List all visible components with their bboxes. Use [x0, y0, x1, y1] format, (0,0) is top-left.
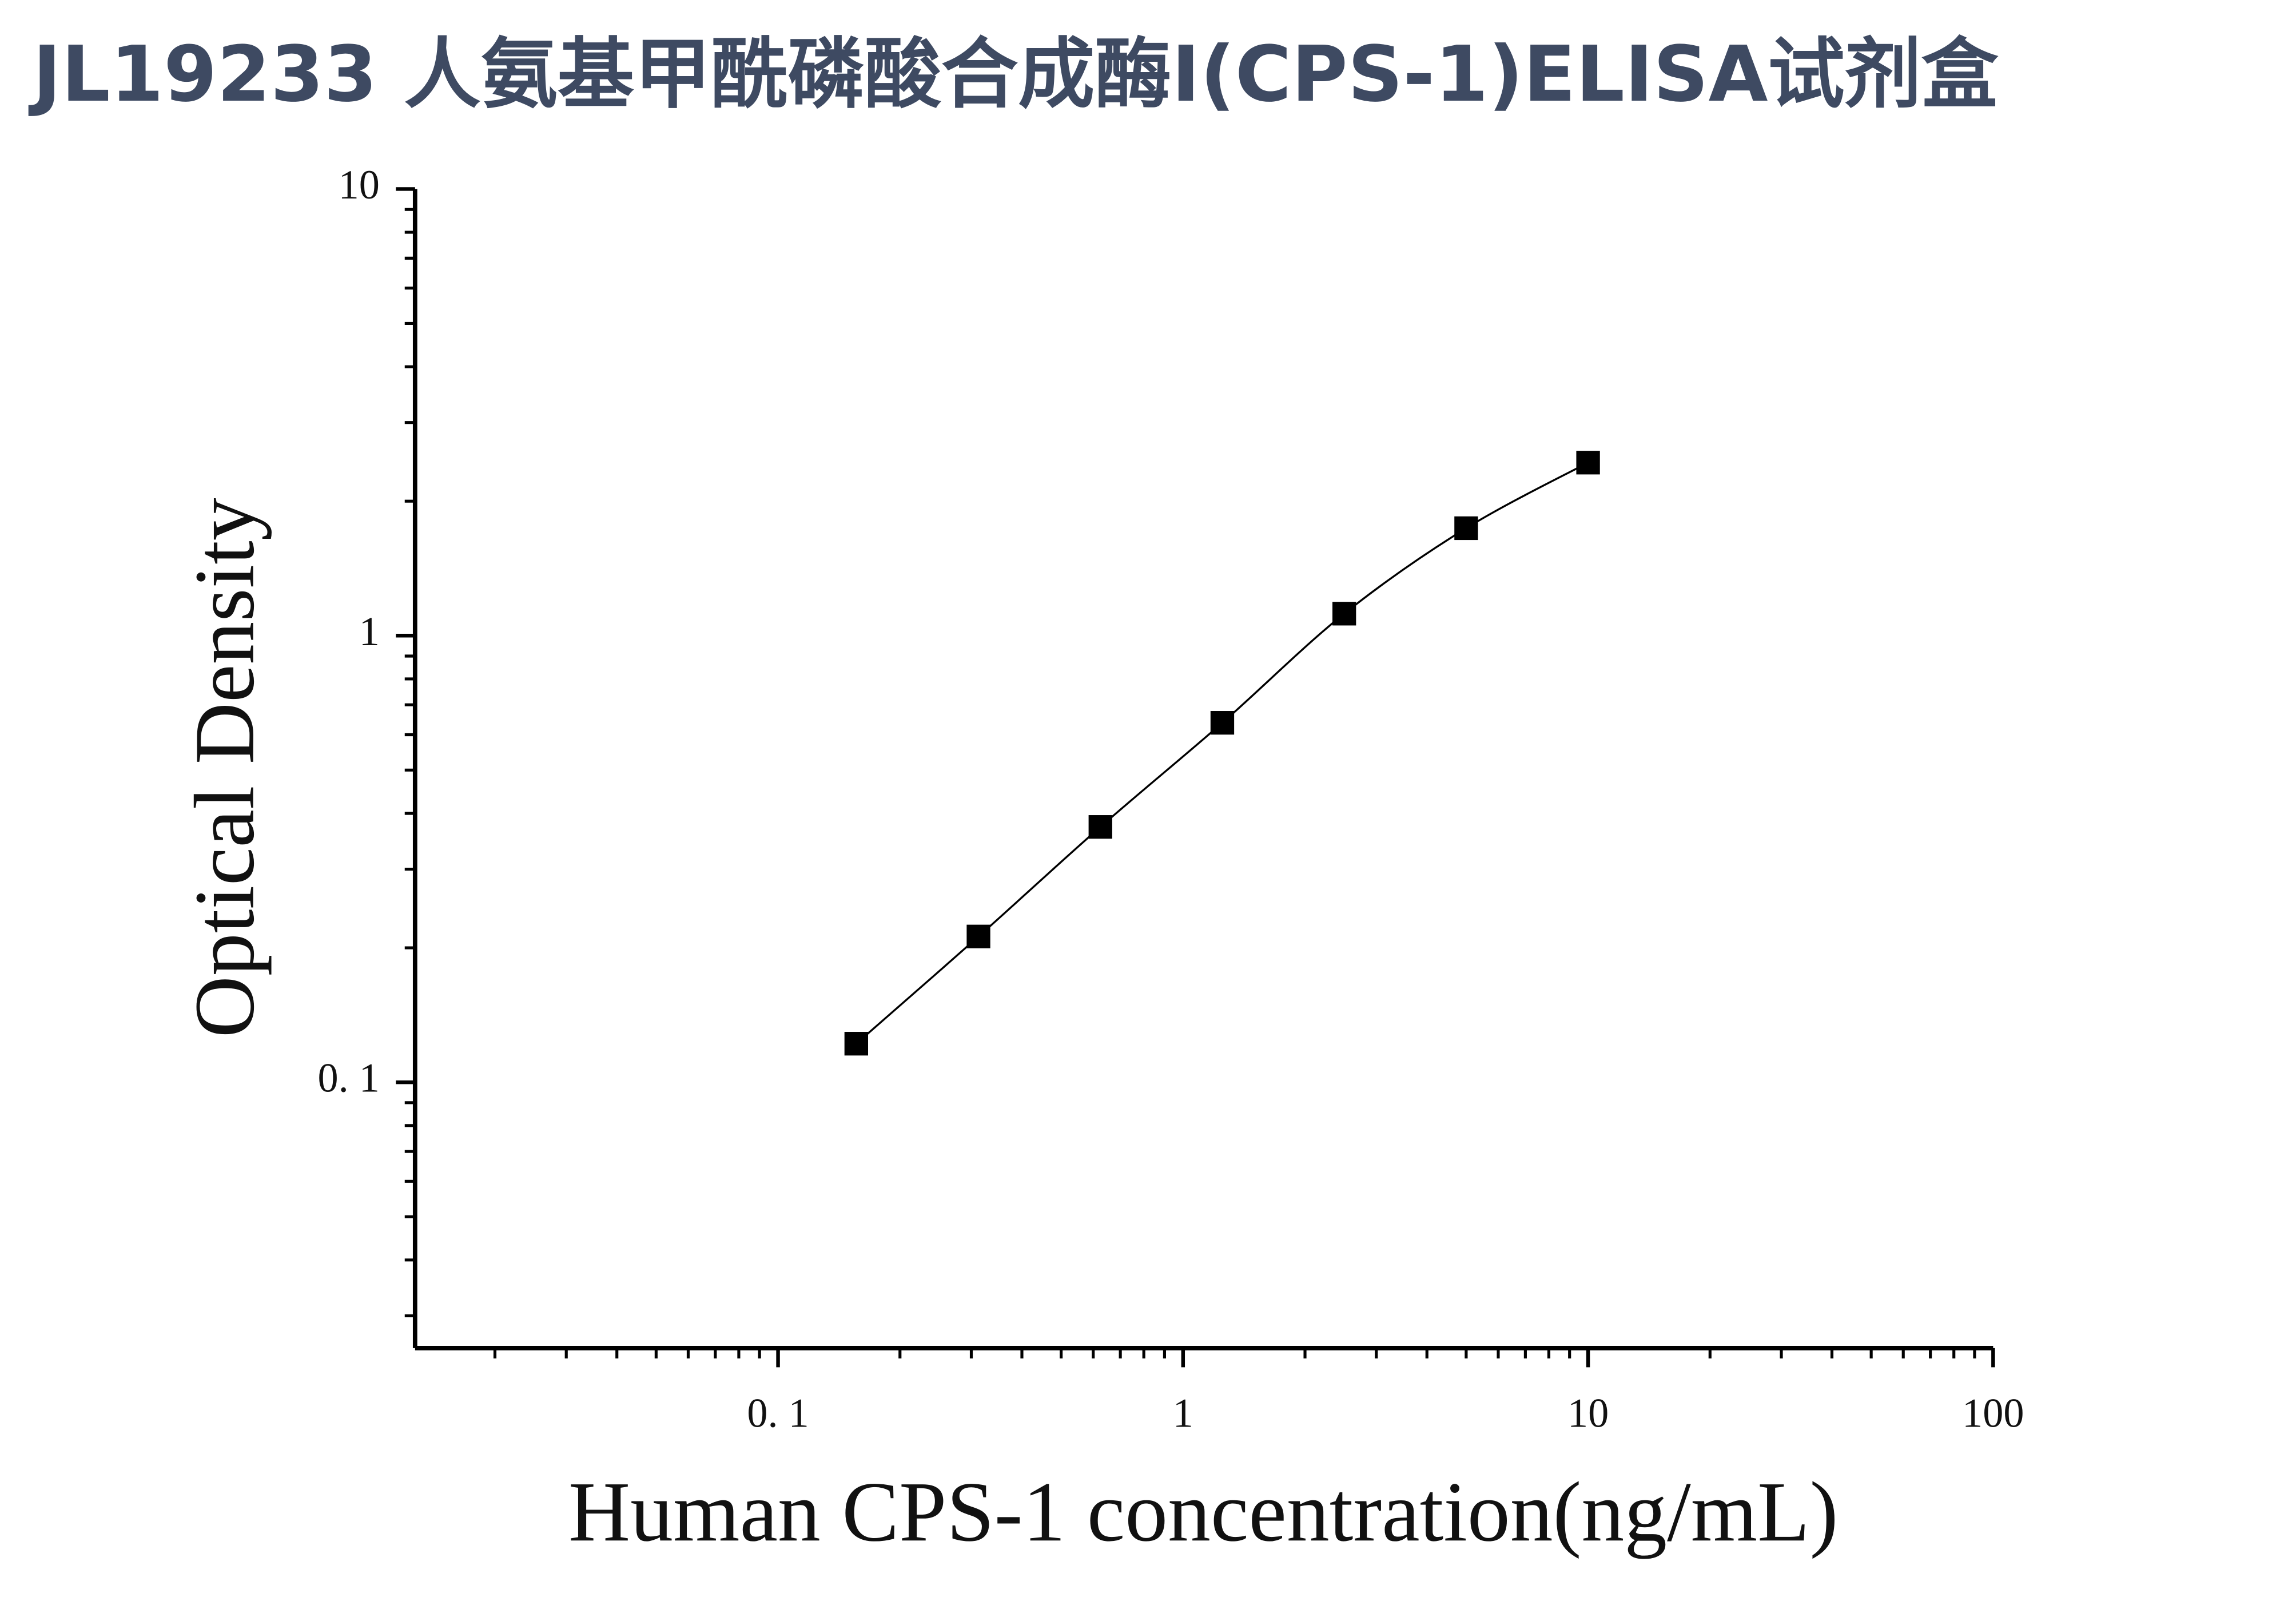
y-tick-label: 0. 1: [317, 1055, 379, 1101]
data-point: [1576, 451, 1600, 475]
x-tick-label: 0. 1: [747, 1391, 809, 1436]
chart-title: JL19233 人氨基甲酰磷酸合成酶I(CPS-1)ELISA试剂盒: [28, 29, 1999, 119]
x-tick-label: 100: [1962, 1391, 2024, 1436]
data-point: [1454, 516, 1478, 541]
data-point: [1088, 815, 1112, 839]
x-tick-label: 1: [1173, 1391, 1193, 1436]
y-axis-label: Optical Density: [178, 498, 272, 1038]
y-tick-label: 10: [339, 162, 380, 208]
data-point: [1210, 711, 1235, 735]
x-axis-label: Human CPS-1 concentration(ng/mL): [568, 1465, 1838, 1559]
x-tick-label: 10: [1567, 1391, 1609, 1436]
data-point: [1332, 602, 1356, 626]
fit-curve: [855, 462, 1589, 1044]
y-tick-label: 1: [359, 609, 380, 654]
data-point: [966, 924, 990, 948]
data-point: [844, 1032, 869, 1056]
